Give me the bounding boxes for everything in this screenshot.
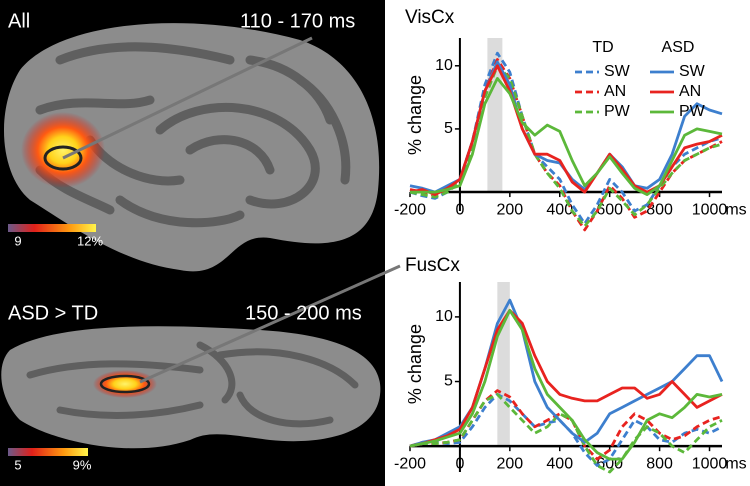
y-tick-label: 10 (435, 57, 453, 74)
legend-label: SW (604, 63, 631, 80)
x-axis-label: ms (725, 201, 746, 218)
y-tick-label: 5 (444, 373, 453, 390)
brain-surface-ventral (1, 326, 381, 449)
y-axis-label: % change (405, 324, 425, 404)
legend-label: PW (679, 103, 706, 120)
activation-blob (21, 112, 105, 188)
legend-group: ASD (662, 39, 695, 56)
time-window: 150 - 200 ms (245, 302, 362, 324)
x-tick-label: 600 (596, 201, 623, 218)
x-tick-label: 800 (646, 455, 673, 472)
x-tick-label: 0 (455, 455, 464, 472)
time-window: 110 - 170 ms (240, 10, 355, 32)
x-tick-label: 400 (546, 201, 573, 218)
series-line (409, 64, 723, 196)
activation-blob (93, 370, 157, 398)
colorbar-label: 9% (73, 457, 92, 472)
legend-group: TD (592, 39, 613, 56)
series-line (409, 393, 723, 474)
x-tick-label: 200 (496, 455, 523, 472)
sulci-ventral (26, 341, 359, 428)
series-line (409, 51, 723, 225)
colorbar-label: 12% (77, 233, 103, 248)
roi-outline (43, 145, 83, 171)
colorbar-label: 5 (14, 457, 21, 472)
roi-outline (99, 374, 151, 394)
x-tick-label: 200 (496, 201, 523, 218)
legend-label: PW (604, 103, 631, 120)
x-tick-label: 400 (546, 455, 573, 472)
series-line (409, 309, 723, 448)
x-tick-label: 1000 (692, 201, 728, 218)
legend-label: AN (604, 83, 626, 100)
series-line (410, 77, 723, 196)
legend-label: SW (679, 63, 706, 80)
colorbar-label: 9 (14, 233, 21, 248)
y-tick-label: 10 (435, 308, 453, 325)
series-line (409, 309, 723, 461)
x-tick-label: 0 (455, 201, 464, 218)
y-tick-label: 5 (444, 120, 453, 137)
x-tick-label: 800 (646, 201, 673, 218)
y-axis-label: % change (405, 75, 425, 155)
series-line (409, 298, 724, 448)
connector (139, 264, 401, 384)
x-tick-label: -200 (394, 455, 426, 472)
chart-title: VisCx (405, 7, 455, 28)
panel-label: All (8, 10, 30, 32)
x-tick-label: -200 (394, 201, 426, 218)
panel-label: ASD > TD (8, 302, 98, 324)
connector (62, 36, 313, 160)
colorbar (8, 224, 96, 232)
x-tick-label: 1000 (692, 455, 728, 472)
chart-title: FusCx (405, 255, 460, 276)
highlight-window (497, 282, 510, 447)
legend-label: AN (679, 83, 701, 100)
colorbar (8, 448, 88, 456)
x-axis-label: ms (725, 455, 746, 472)
